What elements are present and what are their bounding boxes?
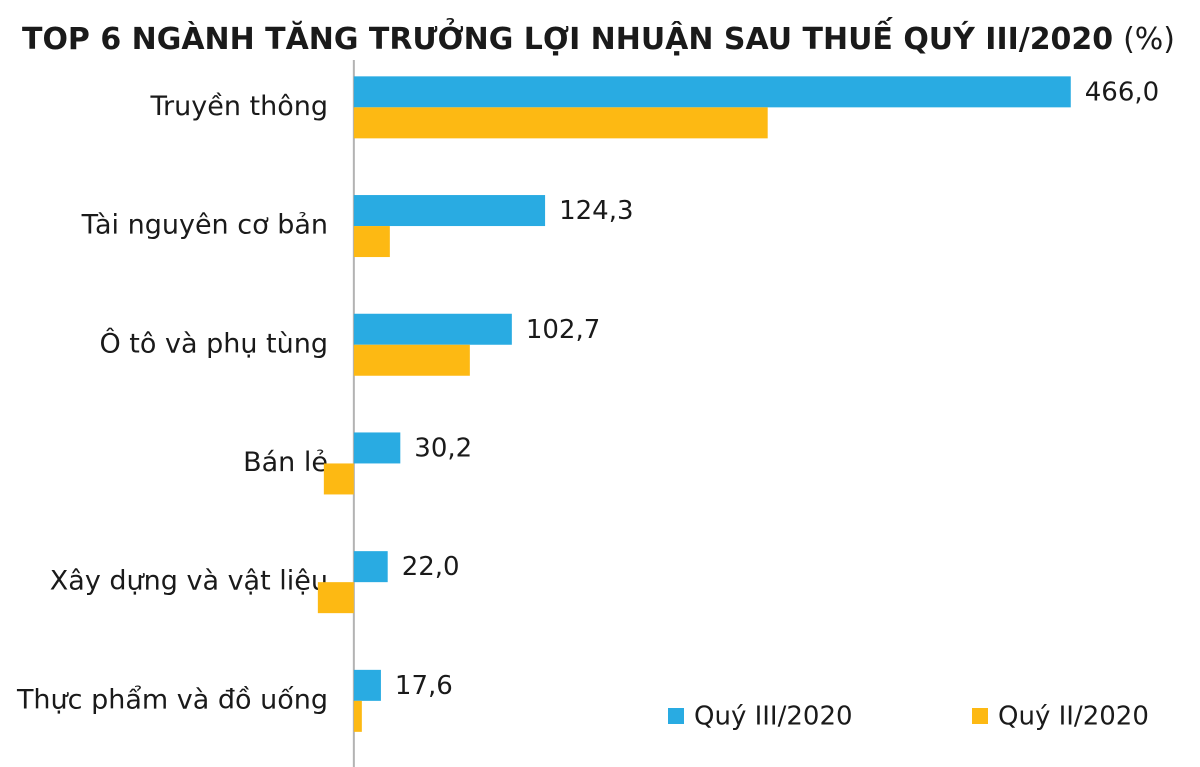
bar	[353, 669, 381, 701]
bar	[353, 551, 388, 583]
category-label: Thực phẩm và đồ uống	[16, 684, 328, 715]
bar	[353, 313, 512, 345]
legend-swatch	[668, 708, 684, 724]
bar	[353, 195, 546, 227]
category-label: Ô tô và phụ tùng	[99, 327, 328, 359]
bar	[317, 582, 354, 614]
bar	[353, 226, 390, 258]
value-label: 124,3	[559, 196, 633, 226]
legend-label: Quý II/2020	[998, 702, 1149, 732]
title-unit: (%)	[1123, 22, 1175, 57]
value-label: 22,0	[402, 552, 460, 582]
bar	[323, 463, 354, 495]
category-label: Tài nguyên cơ bản	[81, 210, 328, 241]
bar	[353, 700, 362, 732]
value-label: 466,0	[1085, 77, 1159, 107]
value-label: 17,6	[395, 671, 453, 701]
category-label: Xây dựng và vật liệu	[50, 566, 328, 597]
chart-title: TOP 6 NGÀNH TĂNG TRƯỞNG LỢI NHUẬN SAU TH…	[22, 17, 1175, 57]
title-main: TOP 6 NGÀNH TĂNG TRƯỞNG LỢI NHUẬN SAU TH…	[22, 17, 1113, 57]
bar	[353, 344, 470, 376]
legend-label: Quý III/2020	[694, 702, 853, 732]
value-label: 30,2	[414, 433, 472, 463]
bar	[353, 432, 401, 464]
value-label: 102,7	[526, 315, 600, 345]
legend-swatch	[972, 708, 988, 724]
category-label: Truyền thông	[150, 91, 329, 122]
category-label: Bán lẻ	[243, 447, 328, 478]
bar	[353, 107, 768, 139]
bar	[353, 76, 1071, 108]
